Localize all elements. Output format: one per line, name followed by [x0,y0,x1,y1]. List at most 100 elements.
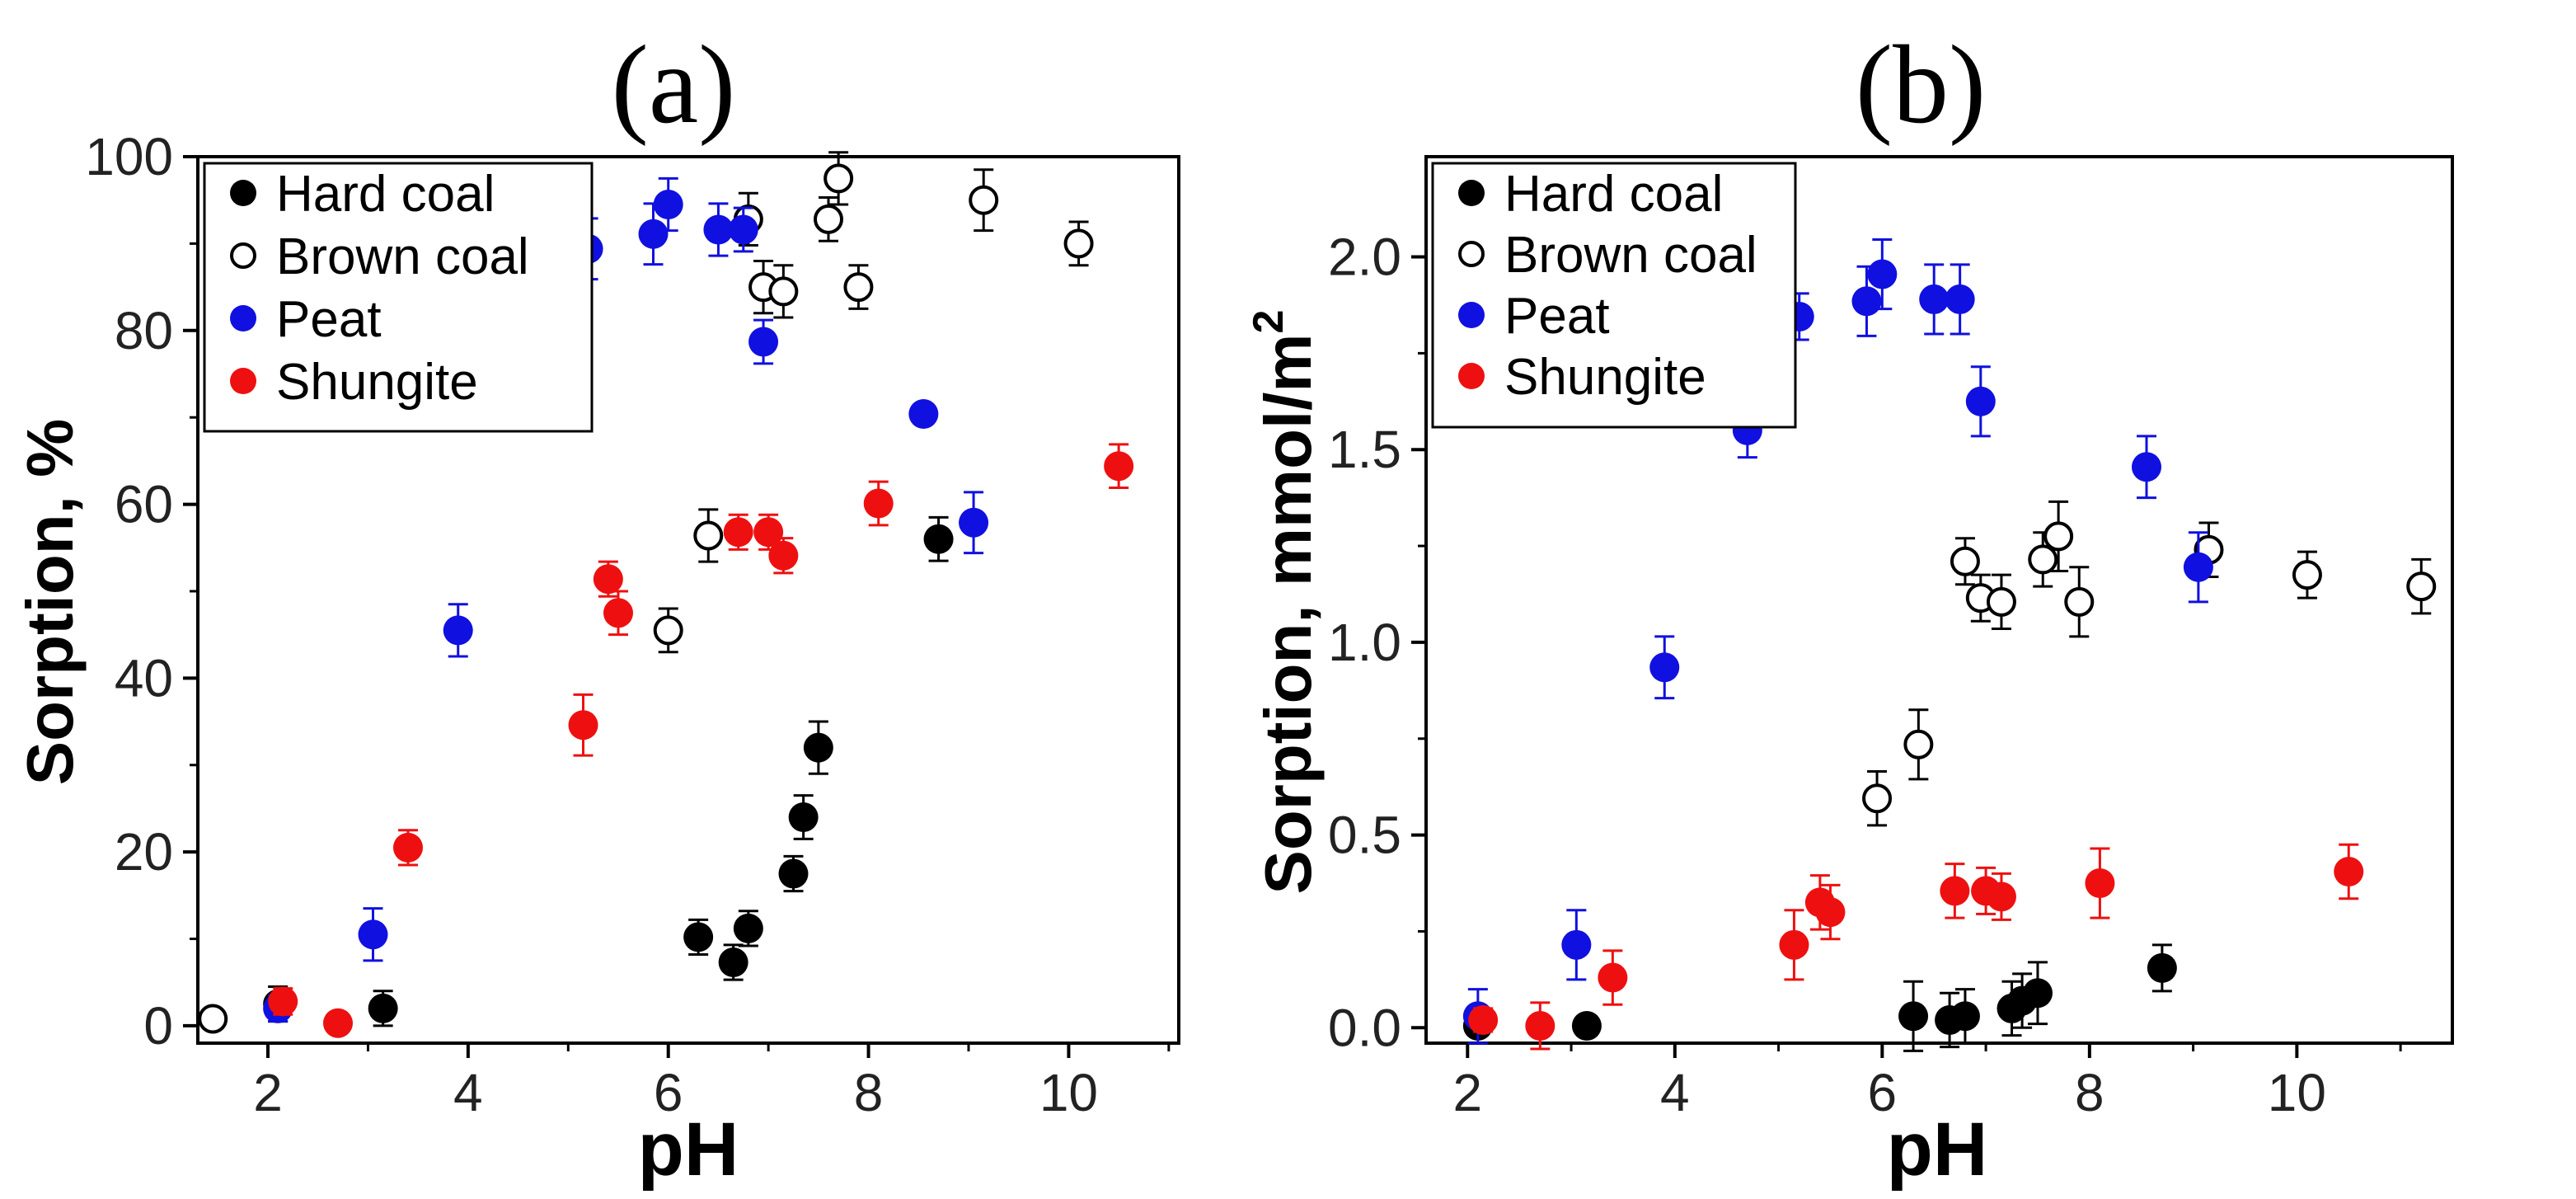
panel-b-xlabel: pH [1887,1107,1988,1192]
panel-a-point-brown-coal [653,615,683,646]
panel-b-series-shungite [1468,843,2364,1051]
panel-b-legend-marker-shungite [1458,363,1485,389]
panel-a-point-peat [959,507,989,538]
panel-b-ytick-label: 0.5 [1328,806,1401,865]
panel-b-point-shungite [2085,868,2115,899]
panel-a-point-brown-coal [1063,228,1094,259]
panel-b-ylabel-group: Sorption, mmol/m2 [1245,310,1325,895]
panel-b-xtick-label: 10 [2268,1063,2326,1122]
panel-a-xtick-label: 2 [253,1063,283,1122]
panel-b-point-shungite [1598,962,1628,993]
panel-b-series-hard-coal [1462,943,2177,1052]
panel-b-point-peat [1851,286,1882,317]
panel-b-legend: Hard coal Brown coal Peat Shungite [1431,162,1797,429]
panel-a-point-hard-coal [683,922,714,952]
panel-a-point-brown-coal [768,276,799,307]
panel-b-ytick-label: 1.0 [1328,613,1401,672]
panel-a-ytick-label: 0 [143,996,173,1056]
panel-a-point-shungite [568,710,598,741]
panel-b-point-hard-coal [2022,978,2053,1009]
panel-b-point-brown-coal [2043,521,2074,552]
panel-b-ticks: 2 4 6 8 10 0.0 0.5 1.0 1.5 2.0 [1328,228,2402,1122]
panel-b-xtick-label: 8 [2075,1063,2104,1122]
panel-a-legend-marker-hard-coal [230,180,256,206]
panel-a-point-brown-coal [693,520,724,551]
panel-a-point-peat [653,189,683,219]
panel-b-point-brown-coal [2028,544,2058,575]
panel-a-ytick-label: 60 [115,475,173,534]
panel-b-point-shungite [1815,897,1846,928]
panel-b-point-peat [1649,652,1680,683]
panel-b-legend-peat: Peat [1504,288,1610,345]
panel-b-point-hard-coal [2147,952,2177,983]
panel-a-point-brown-coal [969,185,999,215]
panel-a-xtick-label: 6 [654,1063,683,1122]
panel-b-point-peat [2183,552,2213,582]
panel-a-legend-box [203,162,594,433]
panel-a-xlabel: pH [638,1107,739,1192]
panel-b-legend-box [1431,162,1797,429]
panel-a-point-hard-coal [733,913,763,943]
panel-b-series-brown-coal [1862,500,2437,827]
panel-a-point-shungite [1104,451,1134,482]
panel-b-point-peat [1965,386,1996,416]
panel-b-point-brown-coal [1986,586,2016,617]
panel-b-point-hard-coal [1898,1001,1929,1032]
panel-a-point-brown-coal [198,1004,228,1034]
panel-a-ytick-label: 100 [85,127,173,186]
panel-b-point-peat [1561,929,1592,960]
panel-a-point-hard-coal [778,858,809,889]
panel-b-point-brown-coal [1950,546,1980,576]
panel-b-xtick-label: 6 [1868,1063,1898,1122]
panel-b-legend-marker-hard-coal [1458,180,1485,206]
panel-a-point-brown-coal [814,204,843,234]
panel-a-point-brown-coal [843,272,874,303]
panel-a-point-peat [703,214,734,245]
panel-b-point-shungite [1940,876,1970,906]
panel-b-legend-marker-peat [1458,302,1485,328]
panel-b-ytick-label: 2.0 [1328,228,1401,287]
panel-b-point-peat [1945,284,1975,314]
panel-b-ylabel: Sorption, mmol/m [1251,333,1325,894]
panel-b-point-shungite [1779,929,1809,960]
panel-a-point-peat [748,327,779,357]
panel-a-legend-brown-coal: Brown coal [276,228,529,285]
panel-b-label: (b) [1856,23,1987,147]
panel-b-point-shungite [2334,857,2364,887]
panel-a-point-shungite [768,540,799,571]
panel-b-point-peat [2132,452,2162,482]
panel-a-point-shungite [723,517,753,548]
panel-b-point-brown-coal [2292,560,2322,590]
panel-a-point-hard-coal [803,732,833,763]
panel-a-ytick-label: 40 [115,648,173,708]
panel-b-point-brown-coal [1903,729,1934,759]
panel-a-ytick-label: 20 [115,822,173,882]
panel-a-legend-hard-coal: Hard coal [276,166,495,223]
panel-b: (b) 2 4 6 8 10 0.0 0.5 1.0 1.5 2.0 pH Sorption, m… [1245,23,2454,1192]
panel-b-legend-marker-brown-coal [1458,241,1485,267]
panel-a-ytick-label: 80 [115,301,173,360]
panel-a-legend-marker-peat [230,305,256,331]
panel-a-point-peat [358,919,388,950]
panel-a-point-shungite [603,598,633,628]
panel-a-point-brown-coal [823,163,854,194]
panel-b-point-brown-coal [1862,783,1893,814]
panel-a-point-peat [638,219,669,249]
panel-b-ytick-label: 0.0 [1328,998,1401,1057]
panel-b-xtick-label: 2 [1453,1063,1483,1122]
panel-a-point-shungite [753,517,784,548]
panel-a-point-shungite [323,1008,353,1038]
panel-a-frame [196,155,1180,1045]
panel-b-ytick-label: 1.5 [1328,420,1401,479]
panel-a-point-peat [908,398,939,429]
panel-a-point-shungite [393,832,423,863]
panel-b-point-shungite [1986,882,2016,912]
panel-b-frame [1424,155,2454,1045]
panel-a-point-hard-coal [788,802,819,832]
panel-a-xtick-label: 4 [453,1063,483,1122]
panel-a-point-shungite [863,488,894,519]
panel-a-point-peat [728,214,758,245]
panel-a-legend-shungite: Shungite [276,354,478,411]
